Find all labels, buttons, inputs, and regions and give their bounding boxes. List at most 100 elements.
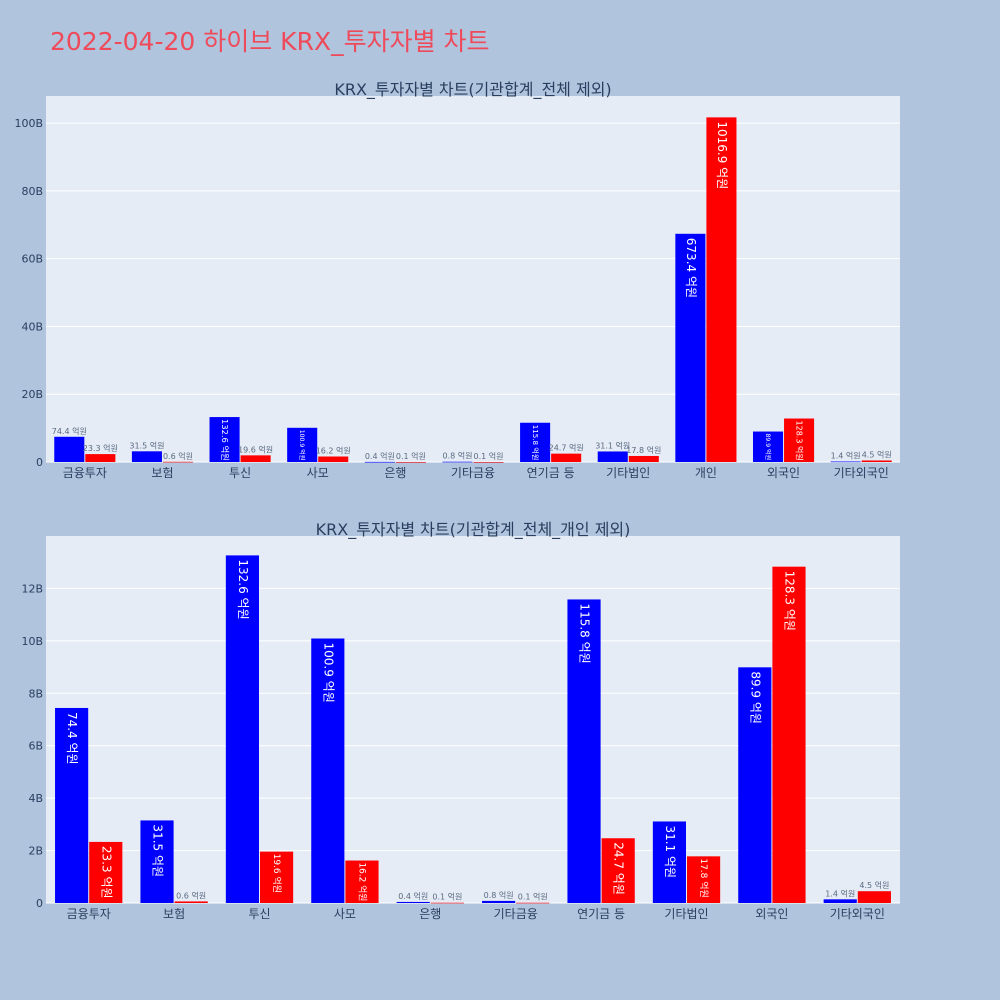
bar-sell [706, 117, 737, 463]
y-tick-label: 20B [21, 388, 43, 401]
data-label: 31.5 억원 [151, 824, 165, 877]
x-tick-label: 투신 [229, 466, 251, 480]
x-tick-label: 개인 [695, 466, 717, 480]
x-tick-label: 연기금 등 [577, 907, 625, 921]
bar-buy [675, 233, 706, 462]
data-label: 17.8 억원 [626, 445, 661, 455]
y-tick-label: 6B [28, 740, 43, 753]
data-label: 16.2 억원 [316, 446, 351, 456]
bar-buy [652, 821, 686, 903]
x-tick-label: 금융투자 [63, 466, 107, 480]
data-label: 19.6 억원 [271, 854, 283, 893]
data-label: 100.9 억원 [321, 642, 335, 702]
bar-sell [861, 460, 892, 462]
x-tick-label: 투신 [248, 907, 270, 921]
bar-buy [752, 431, 784, 462]
bar-sell [318, 456, 349, 462]
data-label: 24.7 억원 [549, 443, 584, 453]
bar-sell [601, 838, 635, 903]
bar-buy [364, 461, 395, 463]
data-label: 1.4 억원 [825, 888, 855, 898]
data-label: 24.7 억원 [612, 842, 626, 895]
bar-sell [260, 851, 294, 903]
x-tick-label: 기타금융 [451, 466, 495, 480]
y-tick-label: 100B [14, 117, 43, 130]
bar-buy [482, 900, 516, 903]
data-label: 4.5 억원 [862, 449, 892, 459]
chart-1: 0 20B 40B 60B 80B 100B KRX_투자자별 차트(기관합계_전체 제외)… [14, 80, 900, 480]
bar-sell [551, 453, 582, 462]
data-label: 23.3 억원 [83, 443, 118, 453]
data-label: 0.1 억원 [432, 892, 462, 902]
bar-buy [567, 599, 601, 903]
data-label: 0.1 억원 [396, 451, 426, 461]
bar-sell [85, 454, 116, 462]
bar-buy [442, 461, 473, 463]
x-tick-label: 사모 [307, 466, 329, 480]
x-tick-label: 외국인 [767, 466, 800, 480]
bar-sell [857, 891, 891, 903]
bar-sell [772, 566, 806, 903]
data-label: 115.8 억원 [531, 425, 540, 461]
data-label: 1.4 억원 [831, 451, 861, 461]
plot-area [46, 96, 900, 462]
data-label: 23.3 억원 [99, 846, 113, 899]
y-tick-label: 12B [21, 582, 43, 595]
x-tick-label: 은행 [384, 465, 406, 480]
data-label: 89.9 억원 [748, 671, 762, 724]
data-label: 0.8 억원 [442, 451, 472, 461]
x-tick-label: 보험 [151, 466, 173, 480]
data-label: 128.3 억원 [795, 421, 805, 461]
y-tick-label: 8B [28, 687, 43, 700]
bar-sell [174, 901, 208, 903]
chart-title: KRX_투자자별 차트(기관합계_전체_개인 제외) [316, 520, 631, 540]
y-tick-label: 2B [28, 845, 43, 858]
data-label: 31.1 억원 [663, 825, 677, 878]
bar-buy [823, 899, 857, 903]
bar-sell [430, 902, 464, 904]
y-tick-label: 60B [21, 253, 43, 266]
data-label: 17.8 억원 [698, 858, 710, 897]
y-tick-label: 0 [36, 897, 43, 910]
x-tick-label: 기타금융 [494, 907, 538, 921]
x-tick-label: 은행 [419, 906, 441, 921]
y-tick-label: 40B [21, 320, 43, 333]
data-label: 89.9 억원 [764, 434, 772, 461]
bar-buy [225, 555, 259, 903]
bar-sell [395, 461, 426, 463]
bar-sell [784, 418, 815, 462]
x-tick-label: 연기금 등 [527, 466, 575, 480]
bar-sell [628, 455, 659, 462]
plot-area [46, 536, 900, 903]
bar-buy [287, 427, 318, 462]
bar-buy [140, 820, 174, 903]
data-label: 0.1 억원 [518, 892, 548, 902]
data-label: 128.3 억원 [782, 571, 796, 631]
data-label: 74.4 억원 [52, 426, 87, 436]
bar-buy [54, 436, 85, 462]
data-label: 100.9 억원 [298, 430, 306, 461]
bar-sell [89, 841, 123, 903]
x-tick-label: 기타외국인 [830, 907, 885, 921]
data-label: 0.8 억원 [484, 890, 514, 900]
bar-sell [516, 902, 550, 904]
x-tick-label: 기타외국인 [834, 466, 889, 480]
data-label: 74.4 억원 [65, 712, 79, 765]
data-label: 31.5 억원 [129, 440, 164, 450]
y-tick-label: 80B [21, 185, 43, 198]
y-tick-label: 0 [36, 456, 43, 469]
data-label: 4.5 억원 [859, 880, 889, 890]
data-label: 1016.9 억원 [715, 121, 729, 189]
data-label: 132.6 억원 [236, 559, 250, 619]
y-tick-label: 10B [21, 635, 43, 648]
data-label: 0.6 억원 [163, 451, 193, 461]
bar-buy [55, 707, 89, 903]
bar-buy [830, 461, 861, 463]
bar-sell [240, 455, 271, 462]
bar-sell [473, 461, 504, 463]
bar-buy [209, 417, 240, 462]
y-tick-label: 4B [28, 792, 43, 805]
x-tick-label: 금융투자 [67, 907, 111, 921]
data-label: 19.6 억원 [238, 444, 273, 454]
bar-buy [520, 422, 551, 462]
